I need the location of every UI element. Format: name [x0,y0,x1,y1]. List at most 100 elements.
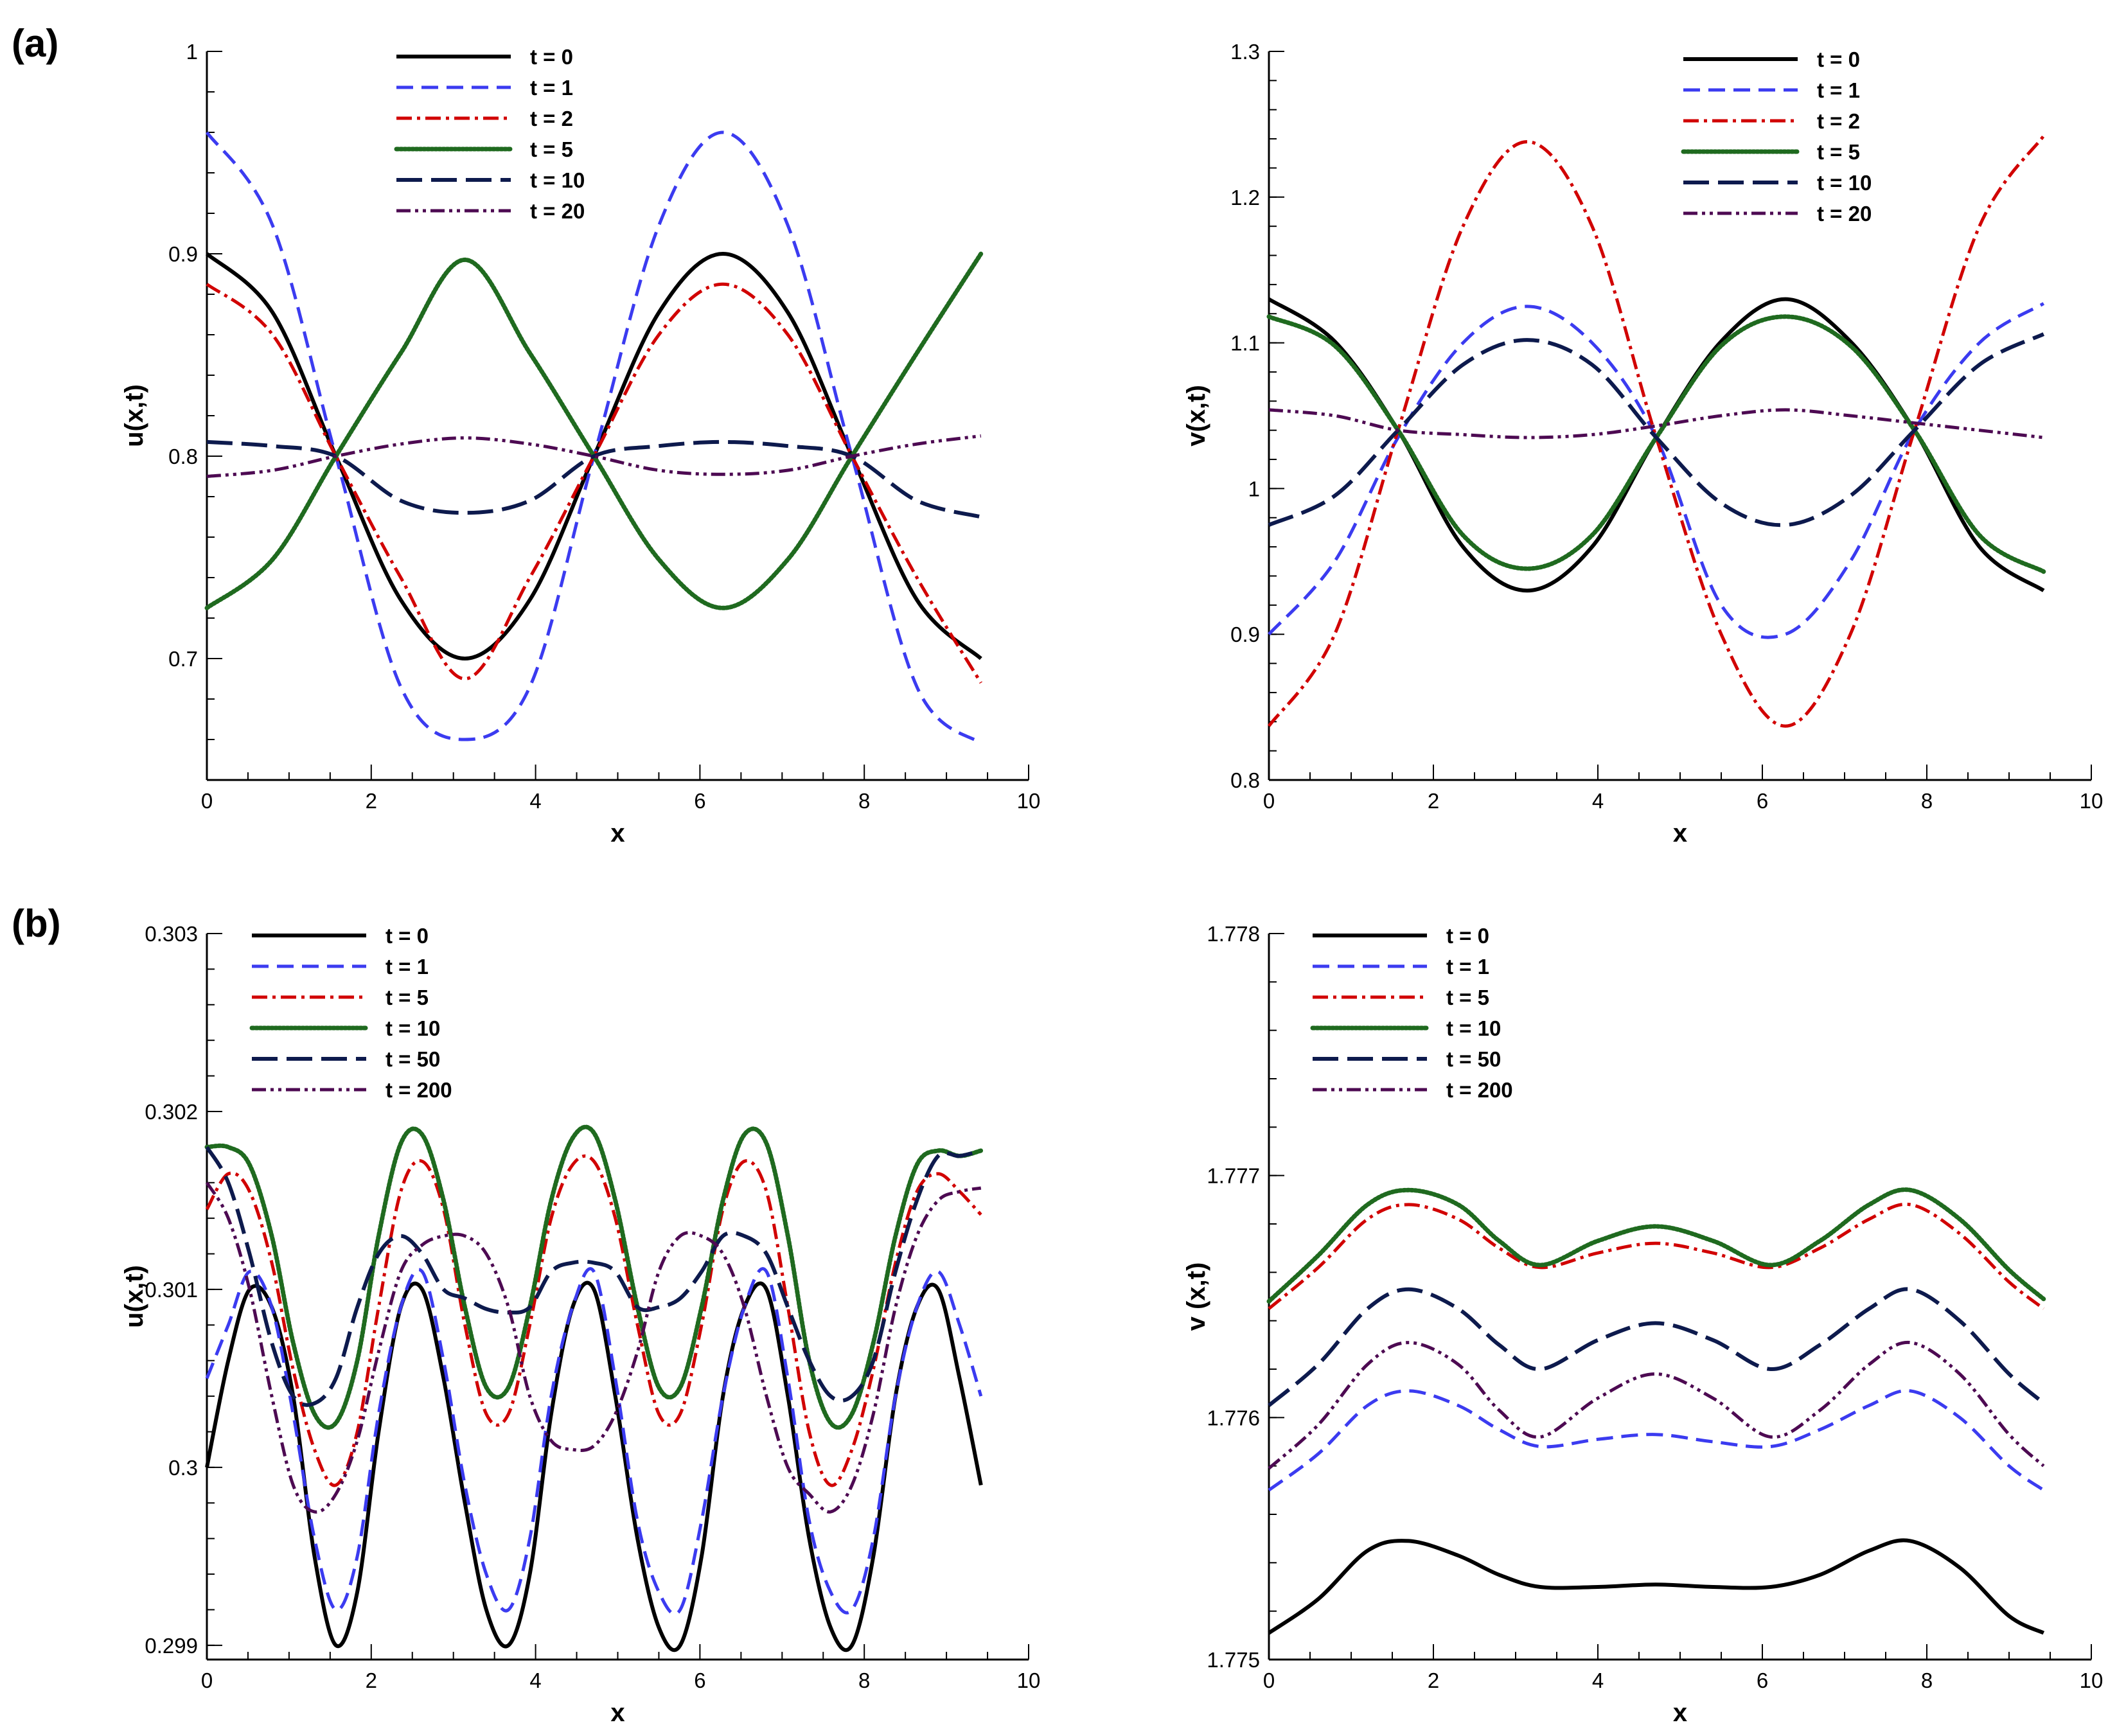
x-axis-title: x [1673,1699,1687,1727]
series-line [205,1154,982,1487]
y-tick-label: 1.776 [1207,1406,1260,1430]
y-tick-label: 0.302 [145,1100,198,1124]
y-tick-label: 0.9 [168,242,198,266]
series-line [206,434,982,478]
series-line [1266,1187,2046,1304]
x-tick-label: 0 [201,1669,213,1692]
y-axis-title: u(x,t) [120,1265,148,1328]
legend-label: t = 0 [1446,924,1489,948]
series-line [205,1146,982,1407]
y-tick-label: 1 [186,40,198,64]
y-tick-label: 1.778 [1207,922,1260,946]
legend-label: t = 50 [1446,1047,1501,1071]
x-tick-label: 4 [1592,1669,1604,1692]
chart-b-v: 0 2 4 6 8 10 1.775 1.776 1.777 1.778 x v (x,t) t = 0… [1182,922,2103,1727]
y-tick-label: 0.8 [1230,768,1260,792]
legend-label: t = 10 [530,168,585,192]
y-tick-label: 1.777 [1207,1164,1260,1188]
x-tick-label: 8 [1921,1669,1933,1692]
y-tick-label: 0.299 [145,1634,198,1658]
x-tick-label: 10 [2080,1669,2104,1692]
x-tick-label: 8 [1921,789,1933,813]
x-tick-label: 0 [201,789,213,813]
legend-label: t = 5 [530,137,573,161]
series-line [1268,1202,2045,1310]
x-tick-label: 2 [366,1669,377,1692]
x-axis-title: x [1673,819,1687,847]
legend-label: t = 1 [1817,78,1860,102]
legend-label: t = 1 [1446,955,1489,979]
legend-label: t = 5 [1446,986,1489,1009]
panel-label-a: (a) [12,22,58,65]
series-line [1268,1341,2045,1470]
y-tick-label: 1.1 [1230,332,1260,355]
legend-label: t = 20 [1817,202,1872,226]
legend-label: t = 50 [385,1047,440,1071]
series-line [1268,1287,2045,1407]
legend-label: t = 0 [530,45,573,69]
y-tick-label: 0.8 [168,445,198,468]
x-tick-label: 2 [1428,789,1439,813]
legend-label: t = 10 [1446,1016,1501,1040]
y-axis-title: u(x,t) [120,384,148,447]
legend-label: t = 10 [1817,171,1872,195]
legend: t = 0 t = 1 t = 2 t = 5 t = 10 t = 20 [1681,48,1872,226]
y-tick-label: 0.3 [168,1456,198,1480]
legend-label: t = 2 [1817,109,1860,133]
x-tick-label: 10 [1017,789,1041,813]
legend-label: t = 0 [1817,48,1860,71]
legend-label: t = 1 [385,955,429,979]
series-line [1268,1389,2045,1492]
legend-label: t = 5 [1817,140,1860,164]
y-axis-title: v(x,t) [1182,385,1210,447]
x-tick-label: 0 [1263,789,1275,813]
x-tick-label: 6 [694,1669,705,1692]
legend-label: t = 10 [385,1016,440,1040]
chart-a-v: 0 2 4 6 8 10 0.8 0.9 1 1.1 1.2 1.3 x v(x,t) t = 0 t = 1… [1182,40,2103,847]
legend: t = 0 t = 1 t = 5 t = 10 t = 50 t = 200 [1310,924,1513,1102]
legend-label: t = 1 [530,76,573,100]
y-tick-label: 1.3 [1230,40,1260,64]
panel-label-b: (b) [12,902,61,945]
x-tick-label: 2 [366,789,377,813]
x-tick-label: 4 [529,789,541,813]
x-tick-label: 4 [529,1669,541,1692]
x-axis-title: x [610,819,624,847]
y-tick-label: 0.301 [145,1278,198,1302]
y-tick-label: 1.2 [1230,186,1260,209]
y-tick-label: 0.7 [168,647,198,671]
series-line [1268,1538,2045,1635]
legend: t = 0 t = 1 t = 5 t = 10 t = 50 t = 200 [249,924,452,1102]
x-tick-label: 10 [1017,1669,1041,1692]
series-line [204,1124,984,1430]
series-line [1268,302,2045,639]
x-tick-label: 10 [2080,789,2104,813]
legend-label: t = 5 [385,986,429,1009]
series-line [205,1182,982,1514]
y-tick-label: 1.775 [1207,1648,1260,1672]
x-tick-label: 6 [694,789,705,813]
x-tick-label: 8 [858,1669,870,1692]
x-tick-label: 6 [1757,789,1768,813]
series-line [205,1267,983,1616]
x-tick-label: 0 [1263,1669,1275,1692]
legend-label: t = 200 [1446,1078,1513,1102]
series-line [205,1280,983,1652]
x-tick-label: 6 [1757,1669,1768,1692]
y-axis-title: v (x,t) [1182,1262,1210,1331]
legend-label: t = 20 [530,199,585,223]
x-tick-label: 2 [1428,1669,1439,1692]
legend: t = 0 t = 1 t = 2 t = 5 t = 10 t = 20 [394,45,585,223]
legend-label: t = 200 [385,1078,452,1102]
y-tick-label: 0.9 [1230,623,1260,646]
chart-b-u: 0 2 4 6 8 10 0.299 0.3 0.301 0.302 0.303 x u(x,t) t =… [120,922,1040,1727]
x-axis-title: x [610,1699,624,1727]
y-tick-label: 1 [1248,477,1260,500]
y-tick-label: 0.303 [145,922,198,946]
legend-label: t = 2 [530,107,573,130]
legend-label: t = 0 [385,924,429,948]
series-line [1268,408,2044,439]
x-tick-label: 8 [858,789,870,813]
